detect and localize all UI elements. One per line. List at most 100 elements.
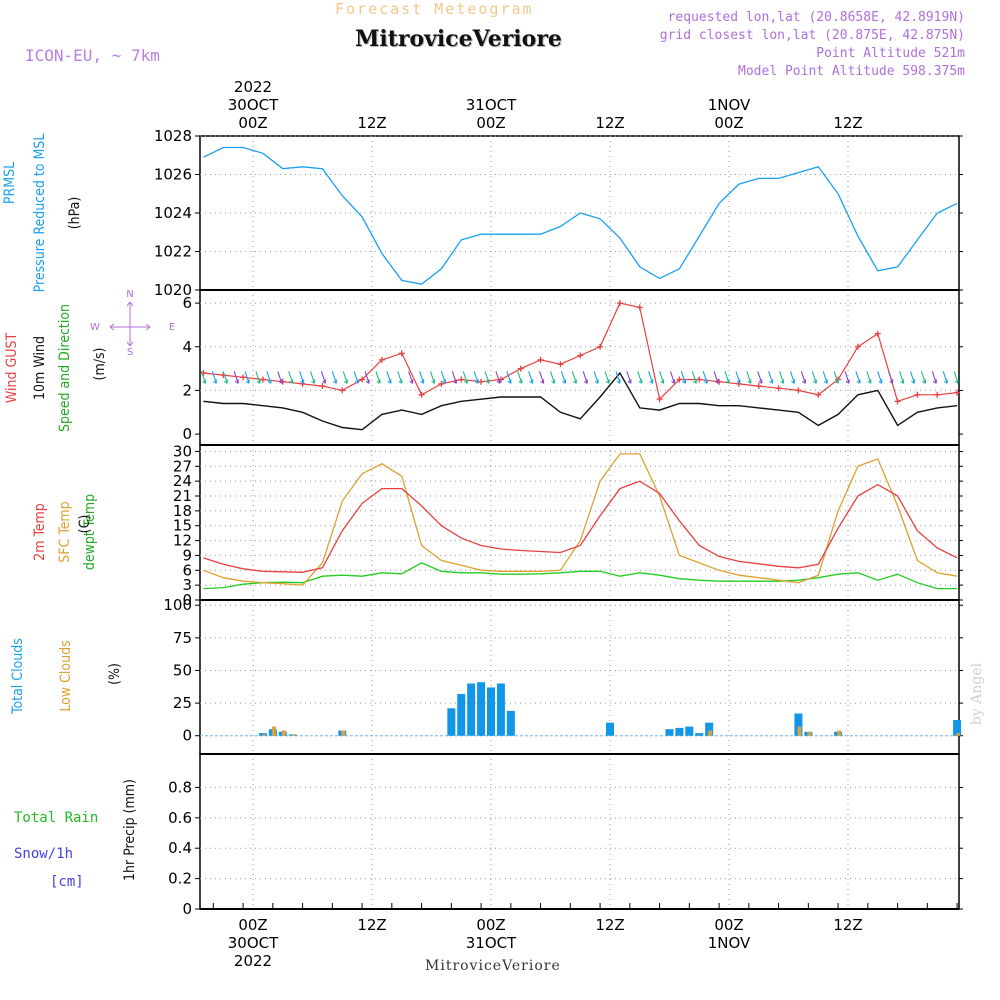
wind-direction-arrow <box>266 371 272 384</box>
wind-direction-arrow <box>593 371 599 384</box>
total-cloud-bar <box>487 687 495 736</box>
y-tick-label-precip: 0.6 <box>168 809 192 827</box>
total-cloud-bar <box>685 726 694 736</box>
wind-direction-arrow <box>386 371 392 384</box>
gust-point <box>854 343 861 350</box>
y-tick-label-wind: 0 <box>182 425 192 443</box>
gust-point <box>616 300 623 307</box>
total-cloud-bar <box>467 683 476 736</box>
x-label-bottom-year: 2022 <box>234 952 272 970</box>
gust-point <box>577 352 584 359</box>
panel-frame-temp <box>199 444 960 601</box>
y-tick-label-pressure: 1024 <box>154 204 192 222</box>
wind-direction-arrow <box>942 371 948 384</box>
x-label-top-hour: 00Z <box>238 114 267 132</box>
wind-direction-arrow <box>811 371 817 384</box>
sfc-temp-line <box>203 453 958 586</box>
low-cloud-bar <box>807 731 812 736</box>
wind-direction-arrow <box>473 371 479 384</box>
wind-direction-arrow <box>429 371 436 384</box>
wind-direction-arrow <box>724 371 730 384</box>
gust-point <box>656 396 663 403</box>
y-tick-label-temp: 15 <box>173 517 192 535</box>
gust-point <box>914 391 921 398</box>
gust-point <box>537 356 544 363</box>
gust-point <box>378 356 385 363</box>
y-tick-label-pressure: 1028 <box>154 127 192 145</box>
x-label-top-year: 2022 <box>234 78 272 96</box>
x-label-bottom-hour: 00Z <box>238 916 267 934</box>
gust-line <box>203 302 958 403</box>
wind-direction-arrow <box>648 371 654 384</box>
wind-direction-arrow <box>713 371 719 384</box>
wind-direction-arrow <box>342 371 348 384</box>
total-cloud-bar <box>496 683 505 736</box>
x-label-bottom-hour: 00Z <box>714 916 743 934</box>
gust-point <box>557 361 564 368</box>
wind-direction-arrow <box>244 371 250 384</box>
wind-direction-arrow <box>844 371 850 384</box>
wind-direction-arrow <box>451 371 457 384</box>
wind-direction-arrow <box>364 371 370 384</box>
gust-point <box>775 385 782 392</box>
wind-direction-arrow <box>440 371 446 384</box>
wind-direction-arrow <box>549 371 556 384</box>
x-label-top-hour: 12Z <box>357 114 386 132</box>
gust-point <box>220 372 227 379</box>
wind-direction-arrow <box>222 371 228 384</box>
wind-direction-arrow <box>331 371 337 384</box>
wind-direction-arrow <box>877 371 883 384</box>
pressure-line <box>203 146 958 285</box>
gust-point <box>517 365 524 372</box>
wind-direction-arrow <box>462 371 468 384</box>
gust-point <box>200 369 207 376</box>
footer-station: MitroviceVeriore <box>425 958 561 974</box>
y-tick-label-precip: 0.4 <box>168 839 192 857</box>
wind-direction-arrow <box>484 371 490 384</box>
gust-point <box>954 389 961 396</box>
y-tick-label-pressure: 1022 <box>154 243 192 261</box>
y-tick-label-wind: 4 <box>182 338 192 356</box>
wind-direction-arrow <box>615 371 621 384</box>
x-label-top-date: 1NOV <box>708 96 751 114</box>
wind-direction-arrow <box>691 371 697 384</box>
y-tick-label-precip: 0.2 <box>168 870 192 888</box>
wind-direction-arrow <box>506 371 512 384</box>
x-label-top-hour: 00Z <box>714 114 743 132</box>
wind-direction-arrow <box>779 371 785 384</box>
wind-direction-arrow <box>255 371 261 384</box>
gust-point <box>458 376 465 383</box>
wind-direction-arrow <box>735 371 741 384</box>
rain-label: Total Rain <box>14 810 99 826</box>
low-cloud-bar <box>708 730 713 736</box>
wind-direction-arrow <box>353 371 359 384</box>
wind-direction-arrow <box>746 371 752 384</box>
gust-point <box>418 391 425 398</box>
total-cloud-bar <box>447 708 456 736</box>
total-cloud-bar <box>794 713 803 736</box>
gust-point <box>339 387 346 394</box>
wind-direction-arrow <box>909 371 916 384</box>
wind-speed-line <box>203 371 958 431</box>
wind-direction-arrow <box>375 371 381 384</box>
wind-direction-arrow <box>920 371 926 384</box>
wind-direction-arrow <box>211 371 217 384</box>
x-label-bottom-hour: 12Z <box>833 916 862 934</box>
compass-s: S <box>127 347 133 358</box>
gust-point <box>894 398 901 405</box>
gust-point <box>319 383 326 390</box>
x-label-top-hour: 00Z <box>476 114 505 132</box>
gust-point <box>696 376 703 383</box>
x-label-bottom-date: 1NOV <box>708 934 751 952</box>
wind-direction-arrow <box>408 371 414 384</box>
y-tick-label-temp: 6 <box>182 561 192 579</box>
station-title: MitroviceVeriore <box>355 26 562 52</box>
wind-direction-arrow <box>309 371 316 384</box>
total-cloud-bar <box>695 733 704 736</box>
wind-direction-arrow <box>931 371 937 384</box>
wind-direction-arrow <box>517 371 523 384</box>
gust-point <box>815 391 822 398</box>
wind-direction-arrow <box>866 371 872 384</box>
panel-frame-precip <box>199 753 960 910</box>
y-tick-label-wind: 2 <box>182 381 192 399</box>
